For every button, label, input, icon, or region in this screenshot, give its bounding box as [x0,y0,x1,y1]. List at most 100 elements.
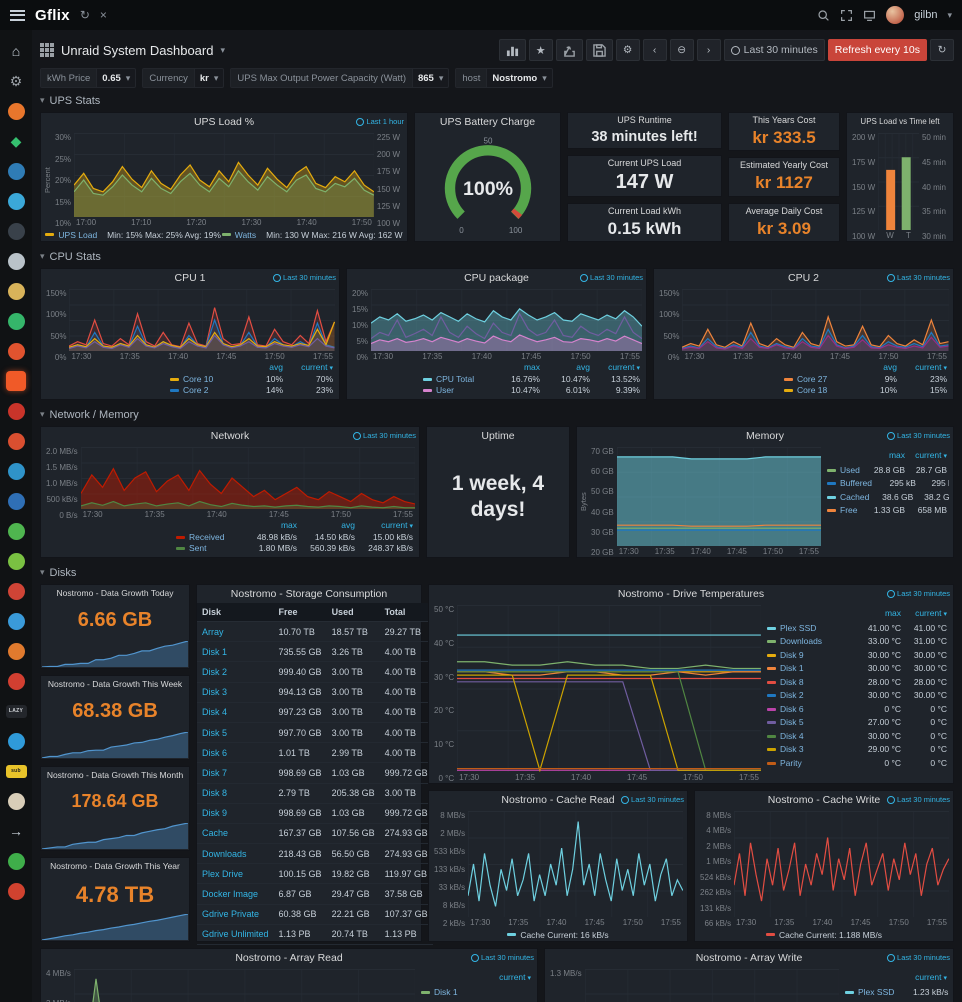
disk-link[interactable]: Disk 2 [197,661,274,683]
legend-sort-header[interactable]: current [283,362,333,374]
panel-title[interactable]: Nostromo - Data Growth This Month [46,770,184,780]
disk-link[interactable]: Disk 7 [197,762,274,784]
sidebar-app-icon[interactable] [0,726,32,756]
sidebar-app-icon[interactable] [0,666,32,696]
sidebar-app-icon[interactable] [0,336,32,366]
legend-item[interactable]: UPS Load Min: 15% Max: 25% Avg: 19% [45,230,221,240]
zoom-out-button[interactable]: ⊖ [669,39,694,61]
panels-button[interactable] [498,39,526,61]
time-back-button[interactable]: ‹ [642,39,667,61]
legend-sort-header[interactable]: avg [269,362,283,372]
dashboard-title[interactable]: Unraid System Dashboard [61,42,214,58]
panel-title[interactable]: Nostromo - Array Write Last 30 minutes [695,952,950,964]
panel-title[interactable]: Nostromo - Array Read Last 30 minutes [235,952,534,964]
panel-title[interactable]: UPS Battery Charge [439,116,536,128]
panel-title[interactable]: Nostromo - Cache Read Last 30 minutes [501,794,684,806]
legend-series-name[interactable]: Core 27 [797,374,828,384]
panel-title[interactable]: Current UPS Load [607,158,682,168]
legend-series-name[interactable]: Disk 1 [434,986,458,997]
time-forward-button[interactable]: › [696,39,721,61]
row-header-disks[interactable]: ▾ Disks [40,566,77,579]
legend-sort-header[interactable]: max [523,362,540,372]
disk-link[interactable]: Disk 1 [197,641,274,663]
time-range-button[interactable]: Last 30 minutes [723,39,825,61]
legend-series-name[interactable]: Flash drive [858,999,900,1002]
panel-title[interactable]: Estimated Yearly Cost [739,160,829,171]
sidebar-app-icon[interactable] [0,846,32,876]
legend-series-name[interactable]: Disk 5 [780,717,804,727]
legend-series-name[interactable]: Disk 9 [780,649,804,660]
sidebar-app-icon[interactable] [0,456,32,486]
panel-title[interactable]: Network Last 30 minutes [210,430,416,442]
legend-series-name[interactable]: Downloads [780,636,823,646]
star-button[interactable]: ★ [528,39,553,61]
panel-title[interactable]: UPS Load vs Time left [860,117,940,126]
legend-series-name[interactable]: Free [840,505,858,515]
row-header-network-memory[interactable]: ▾ Network / Memory [40,408,139,421]
panel-title[interactable]: UPS Load % Last 1 hour [193,116,404,128]
disk-link[interactable]: Disk 5 [197,722,274,744]
legend-series-name[interactable]: Buffered [840,478,872,488]
ups-load-plot[interactable] [74,133,374,217]
legend-sort-header[interactable]: max [888,450,905,460]
legend-series-name[interactable]: Plex SSD [858,986,895,997]
legend-series-name[interactable]: Plex SSD [780,622,817,633]
username[interactable]: gilbn [914,9,938,21]
sidebar-app-icon[interactable] [0,576,32,606]
panel-title[interactable]: UPS Runtime [617,115,672,125]
row-header-ups-stats[interactable]: ▾ UPS Stats [40,94,101,107]
panel-title[interactable]: This Years Cost [752,115,816,125]
run-refresh-button[interactable]: ↻ [930,39,954,61]
sidebar-app-icon[interactable]: sub [0,756,32,786]
table-header[interactable]: Free [273,603,327,622]
panel-title[interactable]: CPU 1 Last 30 minutes [174,272,336,284]
table-header[interactable]: Disk [197,603,274,622]
sidebar-app-icon[interactable] [0,606,32,636]
refresh-icon[interactable]: ↻ [79,8,90,22]
search-icon[interactable] [817,9,830,22]
disk-link[interactable]: Disk 6 [197,742,274,764]
legend-series-name[interactable]: CPU Total [436,374,475,384]
panel-title[interactable]: Nostromo - Data Growth This Year [50,861,180,871]
sidebar-app-icon[interactable] [0,246,32,276]
legend-sort-header[interactable]: avg [341,520,355,530]
cache-read-plot[interactable] [468,811,683,917]
legend-series-name[interactable]: Disk 4 [780,730,804,741]
sidebar-app-icon[interactable] [0,486,32,516]
legend-sort-header[interactable]: current [590,362,640,374]
legend-series-name[interactable]: Disk 1 [780,663,804,673]
legend-series-name[interactable]: Disk 8 [780,676,804,687]
close-icon[interactable]: × [99,8,107,22]
legend-sort-header[interactable]: current [905,449,947,464]
disk-link[interactable]: Gdrive Unlimited [197,924,274,946]
legend-series-name[interactable]: User [436,385,454,395]
panel-title[interactable]: CPU 2 Last 30 minutes [788,272,950,284]
disk-link[interactable]: Gdrive Private [197,904,274,925]
sidebar-app-icon[interactable] [0,426,32,456]
sidebar-app-icon[interactable]: ◆ [0,126,32,156]
legend-series-name[interactable]: Core 10 [183,374,214,384]
panel-title[interactable]: Nostromo - Cache Write Last 30 minutes [767,794,950,806]
sidebar-app-icon[interactable] [0,366,32,396]
variable-dropdown[interactable]: Currency kr ▾ [142,68,225,88]
fullscreen-icon[interactable] [840,9,853,22]
legend-sort-header[interactable]: max [884,608,901,618]
variable-dropdown[interactable]: UPS Max Output Power Capacity (Watt) 865 ▾ [230,68,450,88]
array-read-plot[interactable] [73,969,415,1002]
legend-series-name[interactable]: Used [840,464,860,475]
avatar[interactable] [886,6,905,24]
sidebar-app-icon[interactable]: LAZY [0,696,32,726]
refresh-interval-button[interactable]: Refresh every 10s [827,39,927,61]
sidebar-app-icon[interactable]: ⌂ [0,36,32,66]
panel-title[interactable]: Nostromo - Drive Temperatures Last 30 min… [617,588,950,600]
sidebar-app-icon[interactable] [0,156,32,186]
legend-sort-header[interactable]: avg [576,362,590,372]
sidebar-app-icon[interactable] [0,276,32,306]
temps-plot[interactable] [457,605,761,772]
save-button[interactable] [585,39,613,61]
panel-title[interactable]: Current Load kWh [607,206,682,216]
variable-dropdown[interactable]: kWh Price 0.65 ▾ [40,68,137,88]
legend-sort-header[interactable]: current [897,362,947,374]
disk-link[interactable]: Downloads [197,843,274,865]
disk-link[interactable]: Array [197,621,274,643]
